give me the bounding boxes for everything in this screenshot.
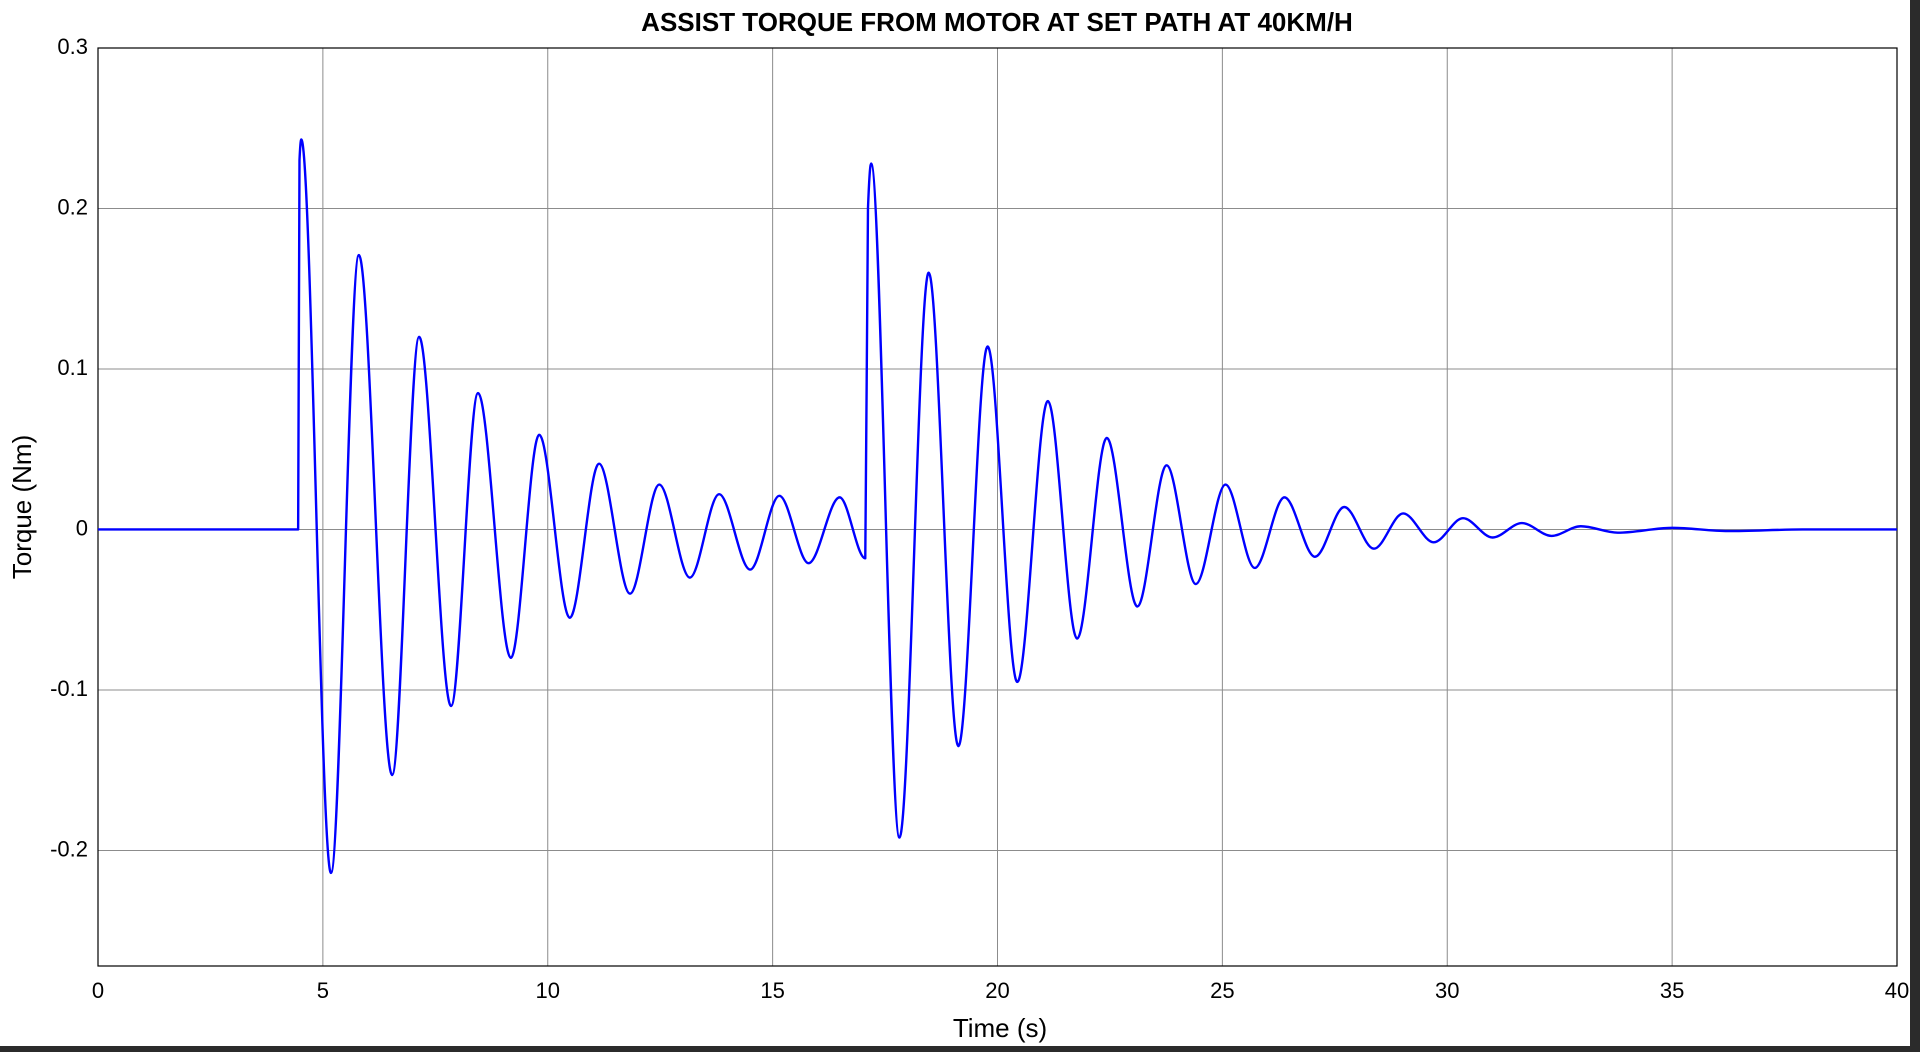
- x-tick-label: 0: [92, 978, 104, 1003]
- y-tick-label: 0.1: [57, 355, 88, 380]
- x-tick-label: 20: [985, 978, 1009, 1003]
- window-edge: [1910, 0, 1920, 1052]
- plot-frame: [97, 47, 1898, 967]
- x-axis-label: Time (s): [953, 1013, 1047, 1043]
- y-tick-label: 0: [76, 515, 88, 540]
- y-axis-label: Torque (Nm): [7, 435, 37, 579]
- x-tick-label: 40: [1885, 978, 1909, 1003]
- y-tick-label: -0.1: [50, 676, 88, 701]
- y-tick-label: 0.3: [57, 34, 88, 59]
- x-tick-label: 25: [1210, 978, 1234, 1003]
- x-tick-label: 15: [760, 978, 784, 1003]
- x-tick-label: 35: [1660, 978, 1684, 1003]
- x-tick-label: 5: [317, 978, 329, 1003]
- data-line: [98, 138, 1897, 875]
- window-edge: [0, 1046, 1920, 1052]
- y-tick-label: -0.2: [50, 836, 88, 861]
- chart-title: ASSIST TORQUE FROM MOTOR AT SET PATH AT …: [641, 7, 1353, 37]
- x-tick-label: 10: [536, 978, 560, 1003]
- y-tick-label: 0.2: [57, 194, 88, 219]
- x-tick-label: 30: [1435, 978, 1459, 1003]
